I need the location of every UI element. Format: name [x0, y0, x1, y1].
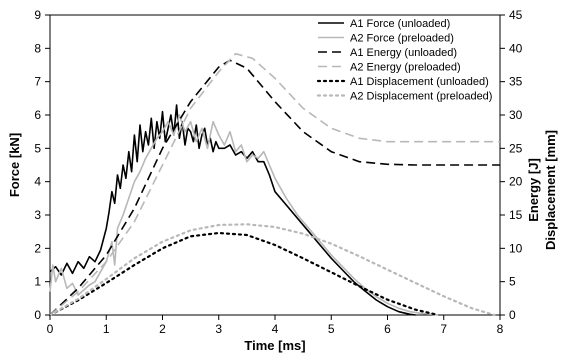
y-right-tick-label: 30 — [509, 108, 523, 122]
x-tick-label: 4 — [272, 322, 279, 336]
series-line-a1-energy-unloaded — [49, 59, 500, 316]
series-layer — [48, 52, 500, 317]
y-left-tick-label: 8 — [34, 41, 41, 55]
x-tick-label: 3 — [215, 322, 222, 336]
y-right-tick-label: 10 — [509, 241, 523, 255]
y-right-tick-label: 0 — [509, 308, 516, 322]
x-axis-title: Time [ms] — [244, 338, 305, 353]
y-right-axis-title-displacement: Displacement [mm] — [543, 130, 558, 250]
plot-area — [49, 14, 501, 316]
legend-label-a1-force-unloaded: A1 Force (unloaded) — [350, 18, 450, 30]
x-tick-label: 2 — [159, 322, 166, 336]
y-right-axis-title-energy: Energy [J] — [526, 158, 541, 222]
y-right-tick-label: 20 — [509, 175, 523, 189]
legend: A1 Force (unloaded) A2 Force (preloaded) A… — [316, 18, 492, 103]
series-line-a2-displacement-preloaded — [48, 223, 496, 317]
series-line-a2-energy-preloaded — [49, 52, 500, 316]
x-tick-label: 0 — [47, 322, 54, 336]
y-right-tick-label: 5 — [509, 275, 516, 289]
x-tick-label: 8 — [497, 322, 504, 336]
y-right-tick-label: 40 — [509, 41, 523, 55]
legend-label-a1-displacement-unloaded: A1 Displacement (unloaded) — [350, 76, 489, 88]
legend-label-a2-energy-preloaded: A2 Energy (preloaded) — [350, 62, 461, 74]
x-tick-label: 5 — [328, 322, 335, 336]
y-left-tick-label: 4 — [34, 175, 41, 189]
series-line-a1-force-unloaded — [49, 104, 416, 316]
y-left-tick-label: 6 — [34, 108, 41, 122]
legend-label-a1-energy-unloaded: A1 Energy (unloaded) — [350, 47, 457, 59]
legend-label-a2-displacement-preloaded: A2 Displacement (preloaded) — [350, 91, 492, 103]
y-right-tick-label: 35 — [509, 75, 523, 89]
y-left-tick-label: 1 — [34, 275, 41, 289]
x-tick-label: 6 — [384, 322, 391, 336]
y-right-tick-label: 45 — [509, 8, 523, 22]
y-right-tick-label: 25 — [509, 141, 523, 155]
x-tick-label: 7 — [440, 322, 447, 336]
y-left-tick-label: 2 — [34, 241, 41, 255]
y-left-tick-label: 9 — [34, 8, 41, 22]
y-left-tick-label: 0 — [34, 308, 41, 322]
y-left-tick-label: 3 — [34, 208, 41, 222]
y-left-axis-title: Force [kN] — [7, 133, 22, 197]
series-line-a1-displacement-unloaded — [48, 231, 440, 317]
y-left-tick-label: 5 — [34, 141, 41, 155]
x-tick-label: 1 — [103, 322, 110, 336]
y-left-tick-label: 7 — [34, 75, 41, 89]
series-line-a2-force-preloaded — [49, 114, 439, 316]
y-right-tick-label: 15 — [509, 208, 523, 222]
legend-label-a2-force-preloaded: A2 Force (preloaded) — [350, 33, 454, 45]
